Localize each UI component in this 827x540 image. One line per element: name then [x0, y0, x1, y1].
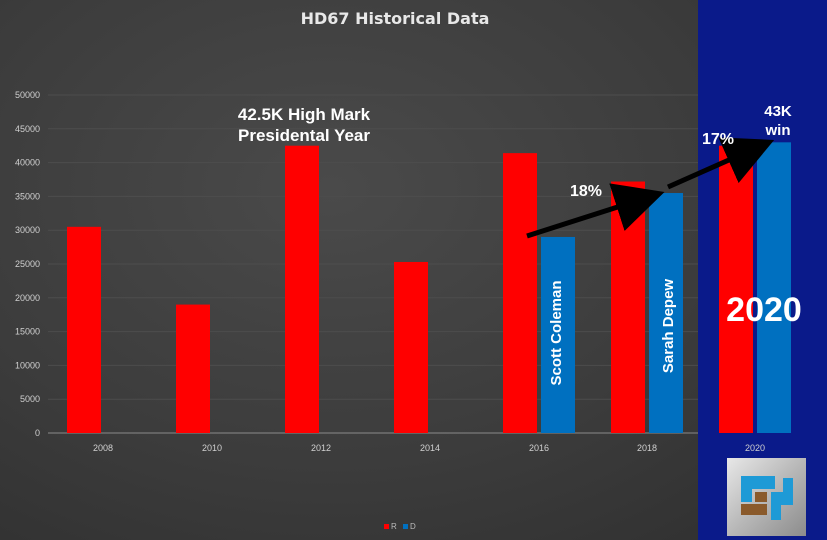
y-tick-label: 50000: [15, 90, 40, 100]
bar-label-sarah-depew: Sarah Depew: [660, 279, 677, 374]
y-tick-label: 10000: [15, 360, 40, 370]
y-tick-label: 25000: [15, 259, 40, 269]
x-tick-label-2012: 2012: [311, 443, 331, 453]
x-tick-label-2018: 2018: [637, 443, 657, 453]
bar-r-2016: [503, 153, 537, 434]
x-tick-label-2014: 2014: [420, 443, 440, 453]
x-tick-label-2008: 2008: [93, 443, 113, 453]
bar-r-2008: [67, 226, 101, 433]
bar-d-2018: [649, 193, 683, 433]
y-tick-label: 40000: [15, 158, 40, 168]
y-tick-label: 15000: [15, 327, 40, 337]
arrow-2018-2020: [666, 137, 775, 190]
legend-r-swatch: [384, 524, 389, 530]
chart-title: HD67 Historical Data: [301, 9, 490, 28]
high-mark-annotation-line1: 42.5K High Mark: [238, 105, 371, 124]
legend-r-label: R: [391, 522, 397, 531]
y-tick-label: 0: [35, 428, 40, 438]
pct-2020-label: 17%: [702, 131, 734, 148]
legend-d-label: D: [410, 522, 416, 531]
chart-legend: R D: [380, 522, 416, 531]
legend-d-swatch: [403, 524, 409, 530]
bar-d-2016: [541, 236, 575, 433]
bar-r-2010: [176, 304, 210, 433]
bar-r-2020: [719, 145, 753, 433]
y-tick-label: 45000: [15, 124, 40, 134]
x-tick-label-2016: 2016: [529, 443, 549, 453]
bar-label-scott-coleman: Scott Coleman: [548, 280, 565, 385]
y-tick-label: 30000: [15, 225, 40, 235]
bar-r-2012: [285, 145, 319, 433]
high-mark-annotation-line2: Presidental Year: [238, 126, 370, 145]
y-tick-label: 20000: [15, 293, 40, 303]
mcp-logo-icon: [727, 458, 806, 536]
arrow-2016-2018: [526, 183, 665, 239]
bar-r-2018: [611, 181, 645, 433]
win-annotation-line1: 43K: [764, 103, 792, 120]
bar-r-2014: [394, 261, 428, 433]
y-tick-label: 35000: [15, 191, 40, 201]
bar-d-2020: [757, 142, 791, 433]
y-tick-label: 5000: [20, 394, 40, 404]
win-annotation-line2: win: [765, 122, 791, 139]
pct-2018-label: 18%: [570, 183, 602, 200]
x-tick-label-2010: 2010: [202, 443, 222, 453]
x-tick-label-2020: 2020: [745, 443, 765, 453]
year-2020-big-label: 2020: [726, 291, 802, 329]
